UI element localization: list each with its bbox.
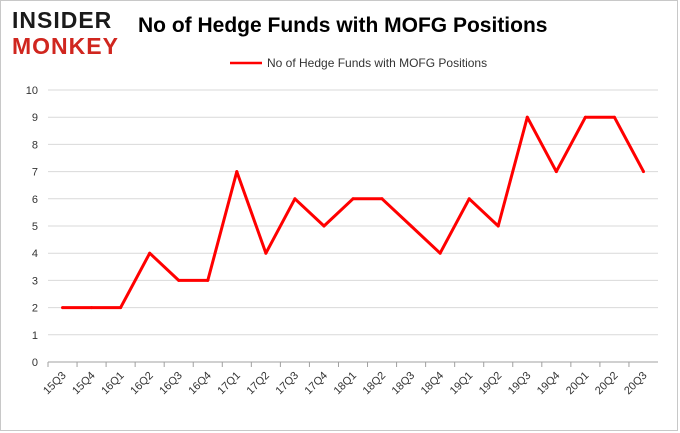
y-tick-label: 1 [32, 330, 38, 342]
y-tick-label: 3 [32, 275, 38, 287]
data-point [293, 197, 297, 201]
data-point [554, 170, 558, 174]
x-tick-label: 17Q4 [303, 370, 331, 398]
data-point [467, 197, 471, 201]
data-point [119, 306, 123, 310]
x-tick-label: 18Q3 [390, 370, 418, 398]
grid-lines [48, 89, 658, 363]
legend-label: No of Hedge Funds with MOFG Positions [267, 56, 487, 70]
y-tick-label: 6 [32, 194, 38, 206]
x-tick-label: 16Q3 [157, 370, 185, 398]
x-tick-label: 19Q1 [448, 370, 476, 398]
data-point [206, 278, 210, 282]
y-tick-label: 4 [32, 248, 38, 260]
y-tick-label: 8 [32, 139, 38, 151]
x-tick-label: 19Q4 [535, 370, 563, 398]
legend: No of Hedge Funds with MOFG Positions [230, 56, 487, 70]
series-group [61, 115, 645, 310]
x-tick-label: 20Q3 [622, 370, 650, 398]
chart-title: No of Hedge Funds with MOFG Positions [138, 14, 548, 37]
y-tick-label: 0 [32, 357, 38, 369]
x-tick-label: 19Q2 [477, 370, 505, 398]
x-tick-label: 20Q2 [593, 370, 621, 398]
insider-monkey-logo: INSIDER MONKEY [12, 7, 119, 58]
x-tick-label: 17Q3 [274, 370, 302, 398]
data-point [148, 251, 152, 255]
x-tick-label: 16Q1 [99, 370, 127, 398]
x-tick-label: 19Q3 [506, 370, 534, 398]
y-tick-label: 10 [26, 85, 38, 97]
x-tick-label: 18Q2 [361, 370, 389, 398]
data-point [583, 115, 587, 119]
data-point [409, 224, 413, 228]
x-tick-label: 15Q4 [70, 370, 98, 398]
x-tick-label: 15Q3 [41, 370, 69, 398]
y-tick-label: 9 [32, 112, 38, 124]
x-tick-label: 18Q4 [419, 370, 447, 398]
data-point [264, 251, 268, 255]
x-tick-label: 17Q2 [244, 370, 272, 398]
series-line [62, 115, 645, 310]
data-point [90, 306, 94, 310]
x-tick-label: 16Q2 [128, 370, 156, 398]
data-point [351, 197, 355, 201]
y-tick-label: 7 [32, 167, 38, 179]
data-point [61, 306, 65, 310]
data-point [496, 224, 500, 228]
logo-monkey-text: MONKEY [12, 33, 119, 58]
data-point [525, 115, 529, 119]
x-tick-label: 18Q1 [332, 370, 360, 398]
x-tick-label: 17Q1 [215, 370, 243, 398]
data-point [235, 170, 239, 174]
data-point [612, 115, 616, 119]
y-axis-ticks: 0 1 2 3 4 5 6 7 8 9 10 [26, 85, 38, 369]
logo-insider-text: INSIDER [12, 7, 112, 33]
y-tick-label: 5 [32, 221, 38, 233]
data-point [177, 278, 181, 282]
data-point [641, 170, 645, 174]
y-tick-label: 2 [32, 303, 38, 315]
x-tick-label: 16Q4 [186, 370, 214, 398]
x-tick-label: 20Q1 [564, 370, 592, 398]
data-point [322, 224, 326, 228]
data-point [380, 197, 384, 201]
x-axis-ticks: 15Q3 15Q4 16Q1 16Q2 16Q3 16Q4 17Q1 17Q2 17Q3 17Q4… [41, 362, 650, 398]
data-point [438, 251, 442, 255]
